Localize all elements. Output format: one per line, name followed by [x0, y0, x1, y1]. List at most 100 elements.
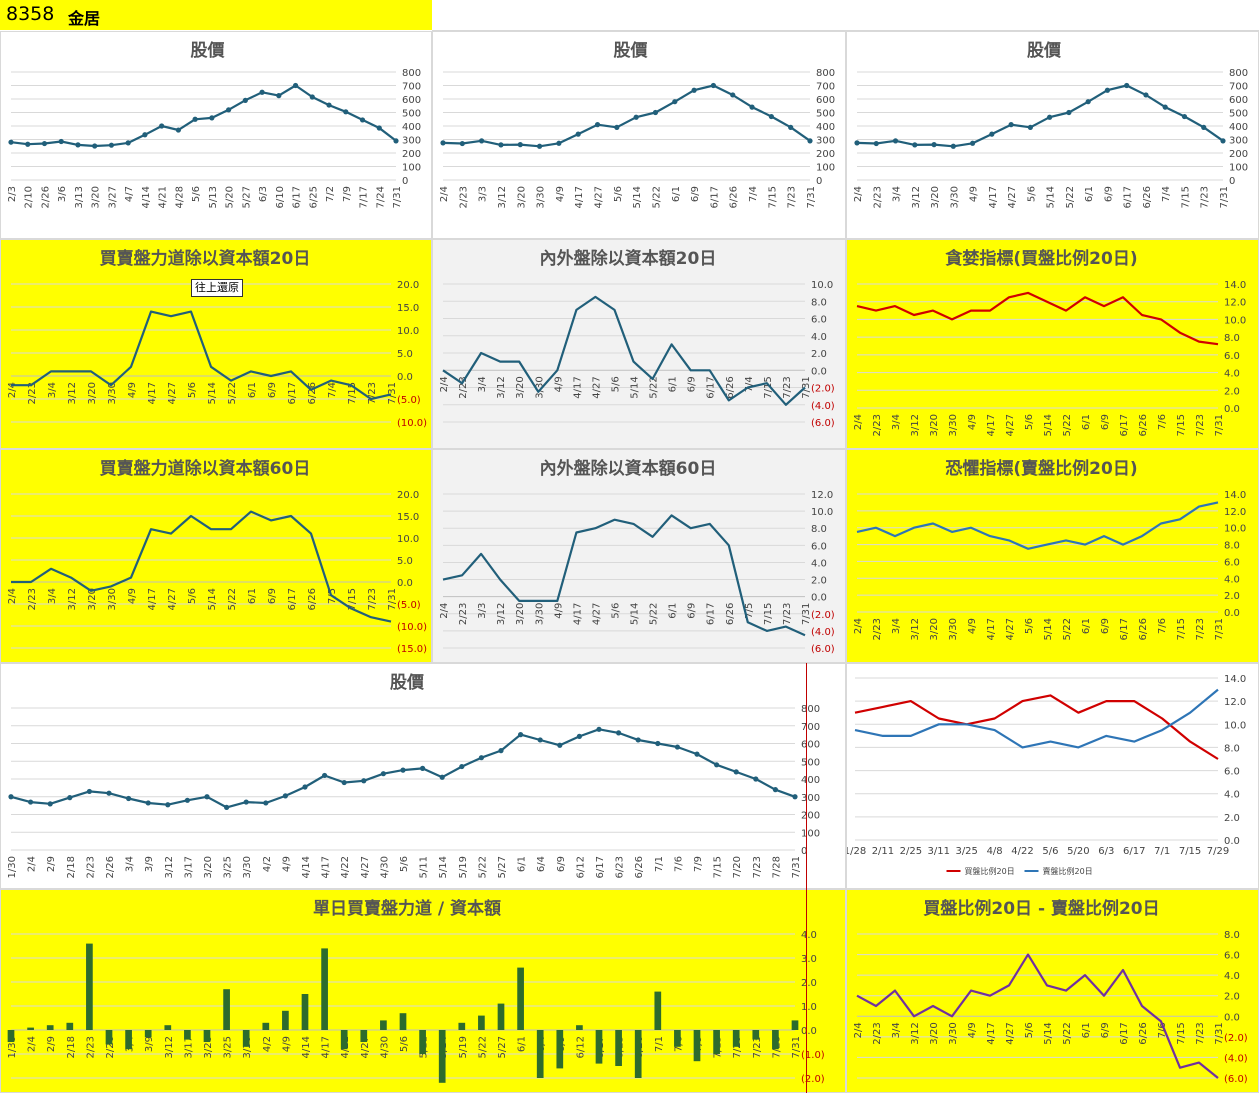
x-tick-label: 7/31 [392, 186, 403, 208]
x-tick-label: 6/26 [1138, 618, 1149, 640]
bar [752, 1030, 760, 1040]
series-line [854, 694, 1219, 760]
data-point [420, 765, 426, 771]
x-tick-label: 7/9 [693, 856, 704, 872]
y-tick-label: 20.0 [397, 280, 419, 291]
daily-force-bar-chart[interactable]: 單日買賣盤力道 / 資本額 (2.0) (1.0) 0.0 1.0 2.0 3.0 4.0 1/… [0, 889, 846, 1093]
bar [144, 1030, 152, 1038]
data-point [393, 138, 399, 144]
x-tick-label: 4/27 [591, 603, 602, 625]
data-point [1047, 114, 1053, 120]
x-tick-label: 2/4 [7, 382, 18, 398]
ratio-diff-chart[interactable]: 買盤比例20日 - 賣盤比例20日 (6.0) (4.0) (2.0) 0.0 2.0 4.… [846, 889, 1259, 1093]
chart-title: 股價 [390, 672, 425, 693]
y-tick-label: 100 [402, 163, 421, 174]
data-point [635, 737, 641, 743]
x-tick-label: 3/4 [125, 856, 136, 872]
data-point [159, 123, 165, 129]
data-point [380, 771, 386, 777]
inout-60d-chart[interactable]: 內外盤除以資本額60日 (6.0) (4.0) (2.0) 0.0 2.0 4.0 6.0 8.… [432, 449, 846, 663]
bar [458, 1022, 466, 1030]
buy-sell-ratio-chart[interactable]: 0.0 2.0 4.0 6.0 8.0 10.0 12.0 14.0 1/28 2/11 2/25 3… [846, 663, 1259, 889]
x-tick-label: 7/15 [767, 186, 778, 208]
x-tick-label: 2/18 [66, 1036, 77, 1058]
x-tick-label: 3/30 [242, 856, 253, 878]
data-point [1066, 109, 1072, 116]
x-tick-label: 5/6 [187, 588, 198, 604]
data-point [517, 142, 523, 148]
y-tick-label: 100 [1229, 163, 1248, 174]
x-tick-label: 7/31 [801, 603, 812, 625]
x-tick-label: 5/13 [208, 186, 219, 208]
data-point [652, 109, 659, 116]
y-tick-label: (2.0) [801, 1074, 825, 1085]
data-point [67, 795, 73, 801]
x-tick-label: 4/17 [147, 588, 158, 610]
y-tick-label: 6.0 [811, 541, 827, 552]
chart-title: 股價 [1027, 40, 1062, 61]
bar [262, 1022, 270, 1030]
sheet-gridline-row [432, 0, 1259, 31]
data-point [204, 794, 210, 800]
bar [634, 1030, 642, 1078]
x-tick-label: 2/4 [853, 186, 864, 202]
x-tick-label: 5/20 [1067, 846, 1089, 857]
x-tick-label: 7/15 [1180, 186, 1191, 208]
price-chart-large[interactable]: 股價 0 100 200 300 400 500 600 700 800 1/30 2/4 2/9 2/1… [0, 663, 846, 889]
x-tick-label: 7/15 [347, 382, 358, 404]
x-tick-label: 7/31 [791, 1036, 802, 1058]
y-tick-label: 400 [801, 775, 820, 786]
data-point [302, 784, 308, 790]
data-point [125, 140, 131, 146]
x-tick-label: 4/21 [158, 186, 169, 208]
x-tick-label: 6/26 [725, 376, 736, 398]
data-point [343, 109, 349, 115]
x-tick-label: 7/4 [1161, 186, 1172, 202]
x-tick-label: 3/12 [910, 1022, 921, 1044]
net-force-60d-chart[interactable]: 買賣盤力道除以資本額60日 (15.0) (10.0) (5.0) 0.0 5.0 10.0… [0, 449, 432, 663]
data-point [175, 127, 181, 133]
data-point [931, 142, 937, 148]
y-tick-label: 0 [1229, 176, 1235, 187]
y-tick-label: 10.0 [397, 534, 419, 545]
price-chart-3[interactable]: 股價 0 100 200 300 400 500 600 700 800 2/4 2/23 3/4 3/1… [846, 31, 1259, 239]
x-tick-label: 4/22 [340, 856, 351, 878]
fear-index-chart[interactable]: 恐懼指標(賣盤比例20日) 0.0 2.0 4.0 6.0 8.0 10.0 12.0 14.0… [846, 449, 1259, 663]
x-tick-label: 6/26 [725, 603, 736, 625]
price-chart-2[interactable]: 股價 0 100 200 300 400 500 600 700 800 2/4 2/23 3/3 3/1… [432, 31, 846, 239]
greed-index-chart[interactable]: 貪婪指標(買盤比例20日) 0.0 2.0 4.0 6.0 8.0 10.0 12.0 14.0… [846, 239, 1259, 449]
x-tick-label: 5/20 [225, 186, 236, 208]
data-point [1124, 82, 1130, 89]
x-tick-label: 4/9 [281, 1036, 292, 1052]
stock-name: 金居 [68, 9, 101, 28]
y-tick-label: 0.0 [1224, 608, 1240, 619]
x-tick-label: 3/30 [536, 186, 547, 208]
x-tick-label: 5/6 [1042, 846, 1058, 857]
x-tick-label: 4/17 [572, 376, 583, 398]
data-point [950, 143, 956, 149]
tooltip-box: 往上還原 [191, 279, 243, 297]
x-tick-label: 2/4 [853, 414, 864, 430]
y-tick-label: 300 [1229, 136, 1248, 147]
x-tick-label: 4/9 [967, 618, 978, 634]
x-tick-label: 6/26 [307, 588, 318, 610]
x-tick-label: 5/22 [649, 376, 660, 398]
x-tick-label: 3/20 [87, 588, 98, 610]
x-tick-label: 7/4 [744, 376, 755, 392]
net-force-20d-chart[interactable]: 買賣盤力道除以資本額20日 (10.0) (5.0) 0.0 5.0 10.0 15.0 20… [0, 239, 432, 449]
x-tick-label: 6/12 [575, 856, 586, 878]
x-tick-label: 6/1 [1081, 414, 1092, 430]
bar [595, 1030, 603, 1064]
inout-20d-chart[interactable]: 內外盤除以資本額20日 (6.0) (4.0) (2.0) 0.0 2.0 4.0 6.0 8.… [432, 239, 846, 449]
x-tick-label: 4/9 [967, 414, 978, 430]
x-tick-label: 1/28 [847, 846, 866, 857]
data-point [439, 774, 445, 780]
x-tick-label: 4/27 [167, 382, 178, 404]
x-tick-label: 7/15 [763, 376, 774, 398]
data-point [126, 795, 132, 802]
data-point [969, 140, 976, 146]
x-tick-label: 3/12 [164, 1036, 175, 1058]
price-chart-1[interactable]: 股價 0 100 200 300 400 500 600 700 800 2/3 2/10 2/26 3/… [0, 31, 432, 239]
legend-label: 賣盤比例20日 [1043, 866, 1093, 876]
data-point [322, 772, 328, 779]
